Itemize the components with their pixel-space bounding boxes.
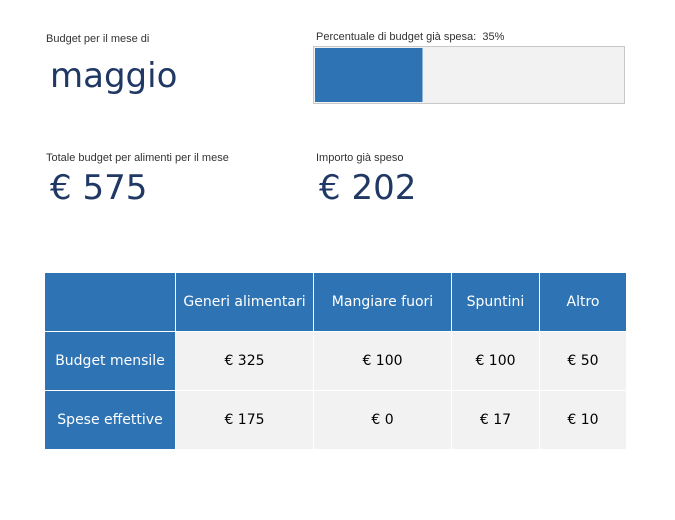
table-header-corner bbox=[44, 272, 176, 332]
table-cell: € 17 bbox=[451, 390, 540, 450]
table-cell: € 100 bbox=[451, 331, 540, 391]
percent-label: Percentuale di budget già spesa: bbox=[316, 31, 477, 43]
budget-table: Generi alimentari Mangiare fuori Spuntin… bbox=[44, 272, 627, 450]
total-budget-value: € 575 bbox=[50, 168, 148, 208]
percent-text: 35% bbox=[482, 31, 505, 43]
row-header-spese-effettive: Spese effettive bbox=[44, 390, 176, 450]
total-budget-label: Totale budget per alimenti per il mese bbox=[46, 152, 229, 164]
percent-label-row: Percentuale di budget già spesa: 35% bbox=[316, 31, 504, 43]
budget-progress-fill bbox=[315, 48, 423, 102]
budget-progress-bar bbox=[313, 46, 625, 104]
table-cell: € 50 bbox=[539, 331, 627, 391]
table-header-row: Generi alimentari Mangiare fuori Spuntin… bbox=[44, 272, 627, 332]
table-cell: € 0 bbox=[313, 390, 452, 450]
row-header-budget-mensile: Budget mensile bbox=[44, 331, 176, 391]
table-cell: € 175 bbox=[175, 390, 314, 450]
table-row: Budget mensile € 325 € 100 € 100 € 50 bbox=[44, 331, 627, 391]
spent-label: Importo già speso bbox=[316, 152, 404, 164]
column-header-generi-alimentari: Generi alimentari bbox=[175, 272, 314, 332]
month-value: maggio bbox=[50, 56, 178, 96]
spent-value: € 202 bbox=[319, 168, 417, 208]
table-row: Spese effettive € 175 € 0 € 17 € 10 bbox=[44, 390, 627, 450]
column-header-mangiare-fuori: Mangiare fuori bbox=[313, 272, 452, 332]
table-cell: € 10 bbox=[539, 390, 627, 450]
column-header-altro: Altro bbox=[539, 272, 627, 332]
column-header-spuntini: Spuntini bbox=[451, 272, 540, 332]
table-cell: € 325 bbox=[175, 331, 314, 391]
table-cell: € 100 bbox=[313, 331, 452, 391]
month-label: Budget per il mese di bbox=[46, 33, 150, 45]
